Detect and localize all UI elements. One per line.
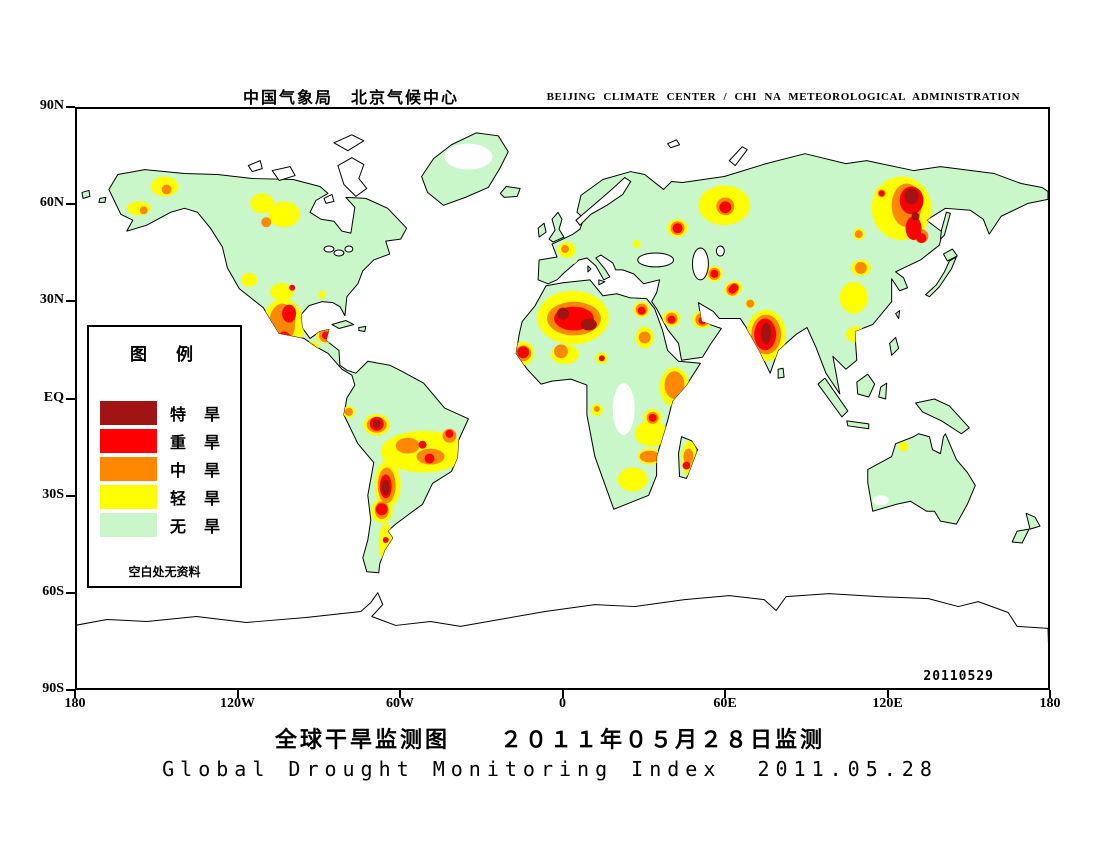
continent-australia — [867, 433, 976, 525]
lat-label-60N: 60N — [39, 195, 64, 211]
antarctica-outline — [77, 592, 1048, 688]
legend-swatch-light — [100, 485, 157, 509]
lon-tick-1 — [236, 690, 239, 698]
lon-label-0: 180 — [64, 696, 86, 711]
lat-label-90N: 90N — [39, 98, 64, 113]
legend-label-severe: 重 旱 — [170, 433, 222, 452]
legend-item-none: 无 旱 — [100, 511, 240, 539]
lat-label-30S: 30S — [42, 486, 64, 502]
legend-swatch-extreme — [100, 401, 157, 425]
legend-item-severe: 重 旱 — [100, 427, 240, 455]
map-frame: 20110529 图 例 特 旱重 旱中 旱轻 旱无 旱 空白处无资料 — [75, 107, 1050, 690]
lon-tick-0 — [74, 690, 76, 698]
lat-tick-60N — [66, 203, 75, 206]
lon-tick-2 — [399, 690, 401, 698]
lon-tick-3 — [561, 690, 564, 698]
lon-label-6: 180 — [1039, 696, 1061, 711]
lon-tick-6 — [1049, 690, 1051, 698]
lon-label-1: 120W — [220, 696, 255, 711]
legend-item-extreme: 特 旱 — [100, 399, 240, 427]
lat-tick-30S — [66, 494, 75, 497]
legend-label-light: 轻 旱 — [170, 489, 222, 508]
lon-label-3: 0 — [559, 696, 566, 711]
legend-swatch-moderate — [100, 457, 157, 481]
legend-items: 特 旱重 旱中 旱轻 旱无 旱 — [100, 399, 240, 539]
drought-layer-extreme — [372, 188, 920, 496]
lon-label-4: 60E — [713, 696, 737, 711]
legend-item-light: 轻 旱 — [100, 483, 240, 511]
lon-label-5: 120E — [872, 696, 903, 711]
map-datestamp: 20110529 — [923, 669, 994, 684]
legend-label-moderate: 中 旱 — [170, 461, 222, 480]
lat-tick-90S — [66, 689, 75, 691]
world-drought-map — [77, 132, 1048, 688]
legend-swatch-none — [100, 513, 157, 537]
seas-and-lakes — [323, 176, 725, 281]
lat-label-60S: 60S — [42, 583, 64, 599]
title-english: Global Drought Monitoring Index 2011.05.… — [162, 757, 938, 781]
legend-label-none: 无 旱 — [170, 517, 222, 536]
legend-swatch-severe — [100, 429, 157, 453]
lat-tick-30N — [66, 300, 75, 303]
drought-layers — [126, 143, 932, 563]
lon-label-2: 60W — [386, 696, 414, 711]
lat-label-EQ: EQ — [43, 389, 64, 405]
lon-tick-4 — [724, 690, 726, 698]
legend-box: 图 例 特 旱重 旱中 旱轻 旱无 旱 空白处无资料 — [87, 325, 242, 588]
lat-tick-EQ — [66, 397, 75, 400]
header-agency-english: BEIJING CLIMATE CENTER / CHI NA METEOROL… — [546, 91, 1020, 103]
lon-tick-5 — [886, 690, 889, 698]
no-data-patches — [444, 143, 889, 506]
legend-label-extreme: 特 旱 — [170, 405, 222, 424]
lat-label-30N: 30N — [39, 292, 64, 308]
arctic-islands — [247, 134, 748, 204]
title-chinese: 全球干旱监测图 ２０１１年０５月２８日监测 — [274, 728, 825, 753]
legend-title: 图 例 — [130, 345, 199, 365]
lat-tick-60S — [66, 591, 75, 594]
legend-item-moderate: 中 旱 — [100, 455, 240, 483]
legend-note: 空白处无资料 — [128, 565, 201, 579]
lat-label-90S: 90S — [42, 681, 64, 696]
header-agency-chinese: 中国气象局 北京气候中心 — [243, 88, 460, 107]
lat-tick-90N — [66, 106, 75, 108]
